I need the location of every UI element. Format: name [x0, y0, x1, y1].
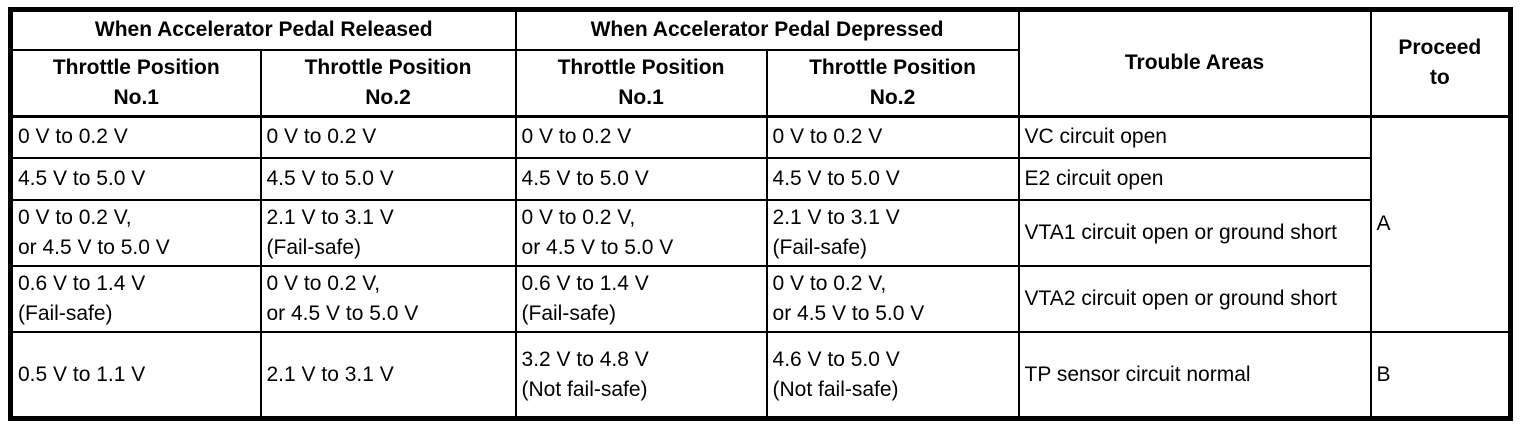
cell-released-tp1: 0 V to 0.2 V, or 4.5 V to 5.0 V	[9, 199, 262, 268]
cell-released-tp2: 4.5 V to 5.0 V	[259, 157, 517, 202]
cell-depressed-tp1: 0 V to 0.2 V	[514, 114, 768, 160]
cell-released-tp1: 0 V to 0.2 V	[9, 114, 262, 160]
cell-trouble-area: TP sensor circuit normal	[1017, 331, 1372, 420]
cell-depressed-tp2: 0 V to 0.2 V, or 4.5 V to 5.0 V	[765, 265, 1020, 334]
header-released-throttle-no2: Throttle Position No.2	[259, 48, 517, 118]
cell-proceed-to-b: B	[1369, 331, 1512, 420]
cell-trouble-area: E2 circuit open	[1017, 157, 1372, 202]
table-row: 0 V to 0.2 V, or 4.5 V to 5.0 V 2.1 V to…	[9, 199, 1511, 268]
table-row: 0.6 V to 1.4 V (Fail-safe) 0 V to 0.2 V,…	[9, 265, 1511, 334]
header-pedal-depressed: When Accelerator Pedal Depressed	[514, 8, 1020, 51]
header-trouble-areas: Trouble Areas	[1017, 8, 1372, 118]
cell-depressed-tp1: 0 V to 0.2 V, or 4.5 V to 5.0 V	[514, 199, 768, 268]
header-subcolumn-row: Throttle Position No.1 Throttle Position…	[9, 48, 1511, 118]
cell-released-tp2: 2.1 V to 3.1 V	[259, 331, 517, 420]
cell-depressed-tp2: 4.6 V to 5.0 V (Not fail-safe)	[765, 331, 1020, 420]
cell-depressed-tp1: 0.6 V to 1.4 V (Fail-safe)	[514, 265, 768, 334]
cell-trouble-area: VC circuit open	[1017, 114, 1372, 160]
header-proceed-to: Proceed to	[1369, 8, 1512, 118]
header-depressed-throttle-no1: Throttle Position No.1	[514, 48, 768, 118]
header-pedal-released: When Accelerator Pedal Released	[9, 8, 517, 51]
cell-released-tp2: 0 V to 0.2 V	[259, 114, 517, 160]
table-row: 0 V to 0.2 V 0 V to 0.2 V 0 V to 0.2 V 0…	[9, 114, 1512, 334]
cell-proceed-to-a: A	[1369, 114, 1512, 334]
header-depressed-throttle-no2: Throttle Position No.2	[765, 48, 1020, 118]
cell-depressed-tp1: 3.2 V to 4.8 V (Not fail-safe)	[514, 331, 768, 420]
cell-released-tp1: 4.5 V to 5.0 V	[9, 157, 262, 202]
table-row: 0.5 V to 1.1 V 2.1 V to 3.1 V 3.2 V to 4…	[9, 331, 1512, 420]
cell-released-tp2: 0 V to 0.2 V, or 4.5 V to 5.0 V	[259, 265, 517, 334]
cell-depressed-tp2: 0 V to 0.2 V	[765, 114, 1020, 160]
cell-trouble-area: VTA2 circuit open or ground short	[1017, 265, 1372, 334]
cell-depressed-tp2: 4.5 V to 5.0 V	[765, 157, 1020, 202]
cell-released-tp2: 2.1 V to 3.1 V (Fail-safe)	[259, 199, 517, 268]
header-group-row: When Accelerator Pedal Released When Acc…	[9, 8, 1512, 118]
cell-depressed-tp2: 2.1 V to 3.1 V (Fail-safe)	[765, 199, 1020, 268]
cell-trouble-area: VTA1 circuit open or ground short	[1017, 199, 1372, 268]
cell-depressed-tp1: 4.5 V to 5.0 V	[514, 157, 768, 202]
table-row: 4.5 V to 5.0 V 4.5 V to 5.0 V 4.5 V to 5…	[9, 157, 1511, 202]
tp-sensor-diagnostic-table: When Accelerator Pedal Released When Acc…	[8, 7, 1514, 421]
cell-released-tp1: 0.6 V to 1.4 V (Fail-safe)	[9, 265, 262, 334]
header-released-throttle-no1: Throttle Position No.1	[9, 48, 262, 118]
cell-released-tp1: 0.5 V to 1.1 V	[9, 331, 262, 420]
